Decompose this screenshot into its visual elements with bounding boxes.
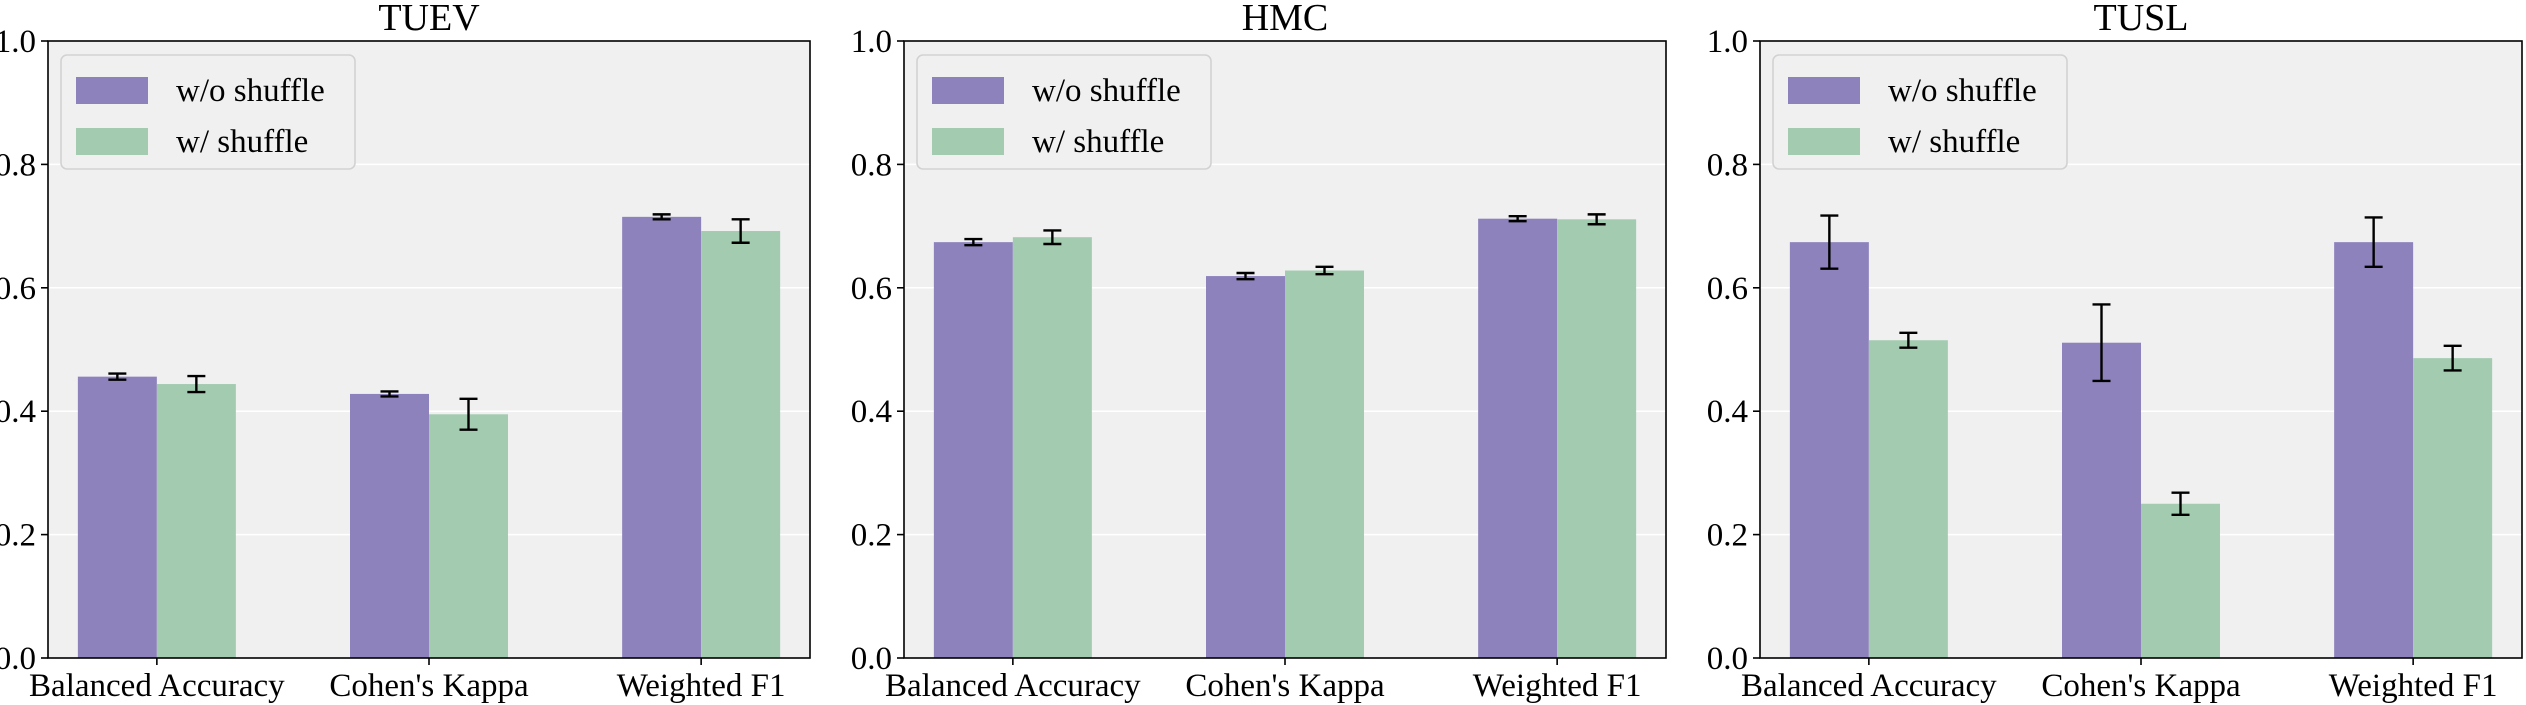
tusl-x-tick-label: Cohen's Kappa [2041,668,2241,704]
tusl-error-bar-with-shuffle [1899,331,1918,349]
tusl-error-bar-with-shuffle [2171,491,2190,517]
tuev-legend: w/o shuffle w/ shuffle [60,54,356,170]
tusl-y-tick-label: 0.0 [1707,641,1748,677]
hmc-bar-without-shuffle [1206,276,1285,658]
tusl-bar-without-shuffle [2334,242,2414,658]
tuev-x-tick-label: Balanced Accuracy [29,668,285,704]
tuev-error-bar-with-shuffle [459,397,478,431]
hmc-bar-with-shuffle [1557,219,1637,659]
tuev-error-bar-without-shuffle [380,390,399,398]
tuev-y-tick-label: 0.8 [0,147,36,183]
tusl-x-tick-label: Balanced Accuracy [1741,668,1997,704]
hmc-panel: 0.0 0.2 0.4 0.6 0.8 1.0 Balanced Accuracy Cohen… [851,0,1667,704]
hmc-legend: w/o shuffle w/ shuffle [916,54,1212,170]
tusl-error-bar-without-shuffle [1820,214,1839,270]
hmc-error-bar-with-shuffle [1587,213,1606,226]
hmc-y-tick-label: 0.0 [851,641,892,677]
hmc-y-tick-label: 0.2 [851,518,892,554]
hmc-y-tick-label: 1.0 [851,24,892,60]
tuev-bar-with-shuffle [429,414,508,658]
tuev-bar-with-shuffle [156,384,236,658]
tuev-bar-without-shuffle [622,216,702,658]
tuev-legend-swatch-with-shuffle [76,128,148,155]
hmc-error-bar-without-shuffle [1508,215,1527,223]
hmc-legend-swatch-without-shuffle [932,77,1004,104]
tusl-panel: 0.0 0.2 0.4 0.6 0.8 1.0 Balanced Accuracy Cohen… [1707,0,2523,704]
tuev-panel: 0.0 0.2 0.4 0.6 0.8 1.0 Balanced Accuracy Cohen… [0,0,811,704]
tuev-legend-label-with-shuffle: w/ shuffle [176,124,308,160]
tusl-error-bar-with-shuffle [2443,344,2462,372]
tuev-bar-without-shuffle [77,376,157,658]
tusl-bar-without-shuffle [1789,242,1869,658]
tuev-y-tick-label: 0.0 [0,641,36,677]
hmc-error-bar-with-shuffle [1043,229,1062,246]
hmc-error-bar-without-shuffle [1236,271,1255,281]
tuev-y-tick-label: 0.6 [0,271,36,307]
hmc-bar-with-shuffle [1285,270,1364,658]
hmc-bar-without-shuffle [1478,218,1558,659]
tusl-chart-title: TUSL [2094,0,2189,39]
hmc-y-tick-label: 0.8 [851,147,892,183]
hmc-x-tick-label: Cohen's Kappa [1185,668,1385,704]
tuev-y-tick-label: 0.4 [0,394,36,430]
tusl-y-tick-label: 1.0 [1707,24,1748,60]
hmc-bar-without-shuffle [933,242,1013,658]
hmc-error-bar-with-shuffle [1315,265,1334,276]
tusl-y-tick-label: 0.4 [1707,394,1748,430]
tuev-error-bar-without-shuffle [652,213,671,221]
hmc-chart-title: HMC [1242,0,1329,39]
tusl-y-tick-label: 0.8 [1707,147,1748,183]
hmc-y-tick-label: 0.4 [851,394,892,430]
hmc-x-tick-label: Balanced Accuracy [885,668,1141,704]
tusl-error-bar-without-shuffle [2364,216,2383,269]
hmc-error-bar-without-shuffle [964,237,983,247]
tusl-x-tick-label: Weighted F1 [2329,668,2498,704]
tusl-y-tick-label: 0.2 [1707,518,1748,554]
tuev-x-tick-label: Cohen's Kappa [329,668,529,704]
hmc-x-tick-label: Weighted F1 [1473,668,1642,704]
hmc-legend-label-with-shuffle: w/ shuffle [1032,124,1164,160]
tusl-legend-swatch-with-shuffle [1788,128,1860,155]
tuev-error-bar-with-shuffle [731,218,750,244]
tuev-legend-swatch-without-shuffle [76,77,148,104]
tusl-legend-label-without-shuffle: w/o shuffle [1888,73,2037,109]
tuev-legend-label-without-shuffle: w/o shuffle [176,73,325,109]
tusl-legend: w/o shuffle w/ shuffle [1772,54,2068,170]
tusl-legend-label-with-shuffle: w/ shuffle [1888,124,2020,160]
tuev-error-bar-with-shuffle [187,374,206,394]
tusl-error-bar-without-shuffle [2092,303,2111,383]
tuev-error-bar-without-shuffle [108,372,127,381]
tusl-legend-swatch-without-shuffle [1788,77,1860,104]
tusl-y-tick-label: 0.6 [1707,271,1748,307]
tuev-chart-title: TUEV [378,0,480,39]
hmc-legend-swatch-with-shuffle [932,128,1004,155]
tuev-x-tick-label: Weighted F1 [617,668,786,704]
tuev-bar-with-shuffle [701,231,781,658]
tusl-bar-with-shuffle [2141,503,2220,658]
hmc-legend-label-without-shuffle: w/o shuffle [1032,73,1181,109]
tuev-bar-without-shuffle [350,393,429,658]
hmc-y-tick-label: 0.6 [851,271,892,307]
tusl-bar-with-shuffle [1868,340,1948,658]
tusl-bar-with-shuffle [2413,358,2493,658]
hmc-bar-with-shuffle [1012,237,1092,658]
tuev-y-tick-label: 1.0 [0,24,36,60]
tusl-bar-without-shuffle [2062,342,2141,658]
tuev-y-tick-label: 0.2 [0,518,36,554]
